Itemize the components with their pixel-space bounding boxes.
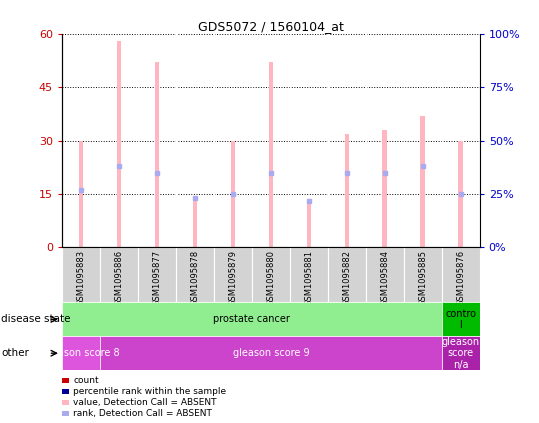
Bar bbox=[366, 247, 404, 302]
Bar bbox=[192, 201, 197, 247]
Bar bbox=[290, 247, 328, 302]
Text: percentile rank within the sample: percentile rank within the sample bbox=[73, 387, 226, 396]
Text: GSM1095882: GSM1095882 bbox=[342, 250, 351, 306]
Text: GSM1095880: GSM1095880 bbox=[266, 250, 275, 306]
Bar bbox=[214, 247, 252, 302]
Text: rank, Detection Call = ABSENT: rank, Detection Call = ABSENT bbox=[73, 409, 212, 418]
Text: GSM1095879: GSM1095879 bbox=[229, 250, 237, 306]
Text: other: other bbox=[1, 348, 29, 358]
Bar bbox=[231, 141, 235, 247]
Text: gleason score 9: gleason score 9 bbox=[232, 348, 309, 358]
Bar bbox=[307, 201, 311, 247]
Bar bbox=[442, 247, 480, 302]
Title: GDS5072 / 1560104_at: GDS5072 / 1560104_at bbox=[198, 20, 344, 33]
Bar bbox=[138, 247, 176, 302]
Bar bbox=[252, 247, 290, 302]
Text: GSM1095886: GSM1095886 bbox=[114, 250, 123, 306]
Text: gleason score 8: gleason score 8 bbox=[43, 348, 119, 358]
Bar bbox=[79, 141, 83, 247]
Bar bbox=[100, 247, 138, 302]
Text: value, Detection Call = ABSENT: value, Detection Call = ABSENT bbox=[73, 398, 217, 407]
Text: GSM1095884: GSM1095884 bbox=[381, 250, 389, 306]
Bar bbox=[459, 141, 463, 247]
Bar bbox=[442, 302, 480, 336]
Bar bbox=[62, 247, 100, 302]
Text: GSM1095878: GSM1095878 bbox=[190, 250, 199, 306]
Text: GSM1095885: GSM1095885 bbox=[418, 250, 427, 306]
Bar bbox=[344, 134, 349, 247]
Text: GSM1095881: GSM1095881 bbox=[305, 250, 313, 306]
Text: GSM1095883: GSM1095883 bbox=[77, 250, 86, 306]
Bar bbox=[62, 336, 100, 370]
Bar bbox=[116, 41, 121, 247]
Bar bbox=[155, 62, 159, 247]
Text: GSM1095876: GSM1095876 bbox=[456, 250, 465, 306]
Bar bbox=[100, 336, 442, 370]
Bar bbox=[268, 62, 273, 247]
Bar bbox=[404, 247, 442, 302]
Bar bbox=[328, 247, 366, 302]
Text: disease state: disease state bbox=[1, 314, 71, 324]
Bar bbox=[442, 336, 480, 370]
Text: prostate cancer: prostate cancer bbox=[213, 314, 291, 324]
Bar bbox=[383, 130, 387, 247]
Text: gleason
score
n/a: gleason score n/a bbox=[441, 337, 480, 370]
Text: count: count bbox=[73, 376, 99, 385]
Text: GSM1095877: GSM1095877 bbox=[153, 250, 161, 306]
Bar bbox=[420, 116, 425, 247]
Text: contro
l: contro l bbox=[445, 308, 476, 330]
Bar bbox=[176, 247, 214, 302]
